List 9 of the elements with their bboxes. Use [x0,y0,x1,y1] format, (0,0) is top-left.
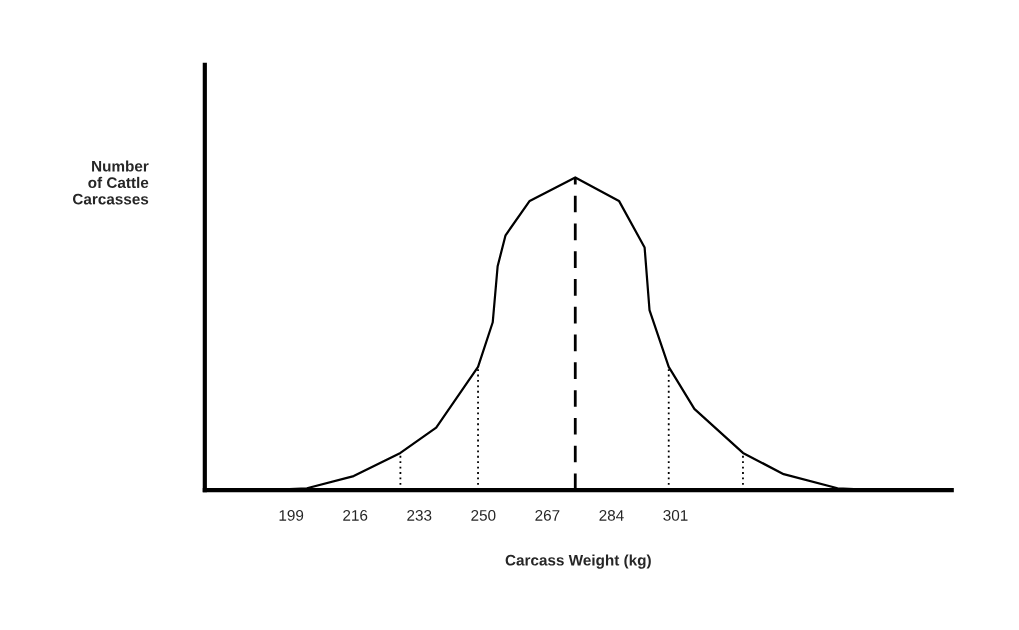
y-axis-title: Number of Cattle Carcasses [72,160,149,205]
x-tick-label: 216 [343,509,368,521]
x-tick-label: 284 [599,509,624,521]
x-axis-title: Carcass Weight (kg) [505,554,651,569]
x-tick-label: 267 [535,509,560,521]
x-tick-label: 250 [471,509,496,521]
x-tick-label: 301 [663,509,688,521]
x-tick-label: 199 [279,509,304,521]
x-tick-label: 233 [407,509,432,521]
